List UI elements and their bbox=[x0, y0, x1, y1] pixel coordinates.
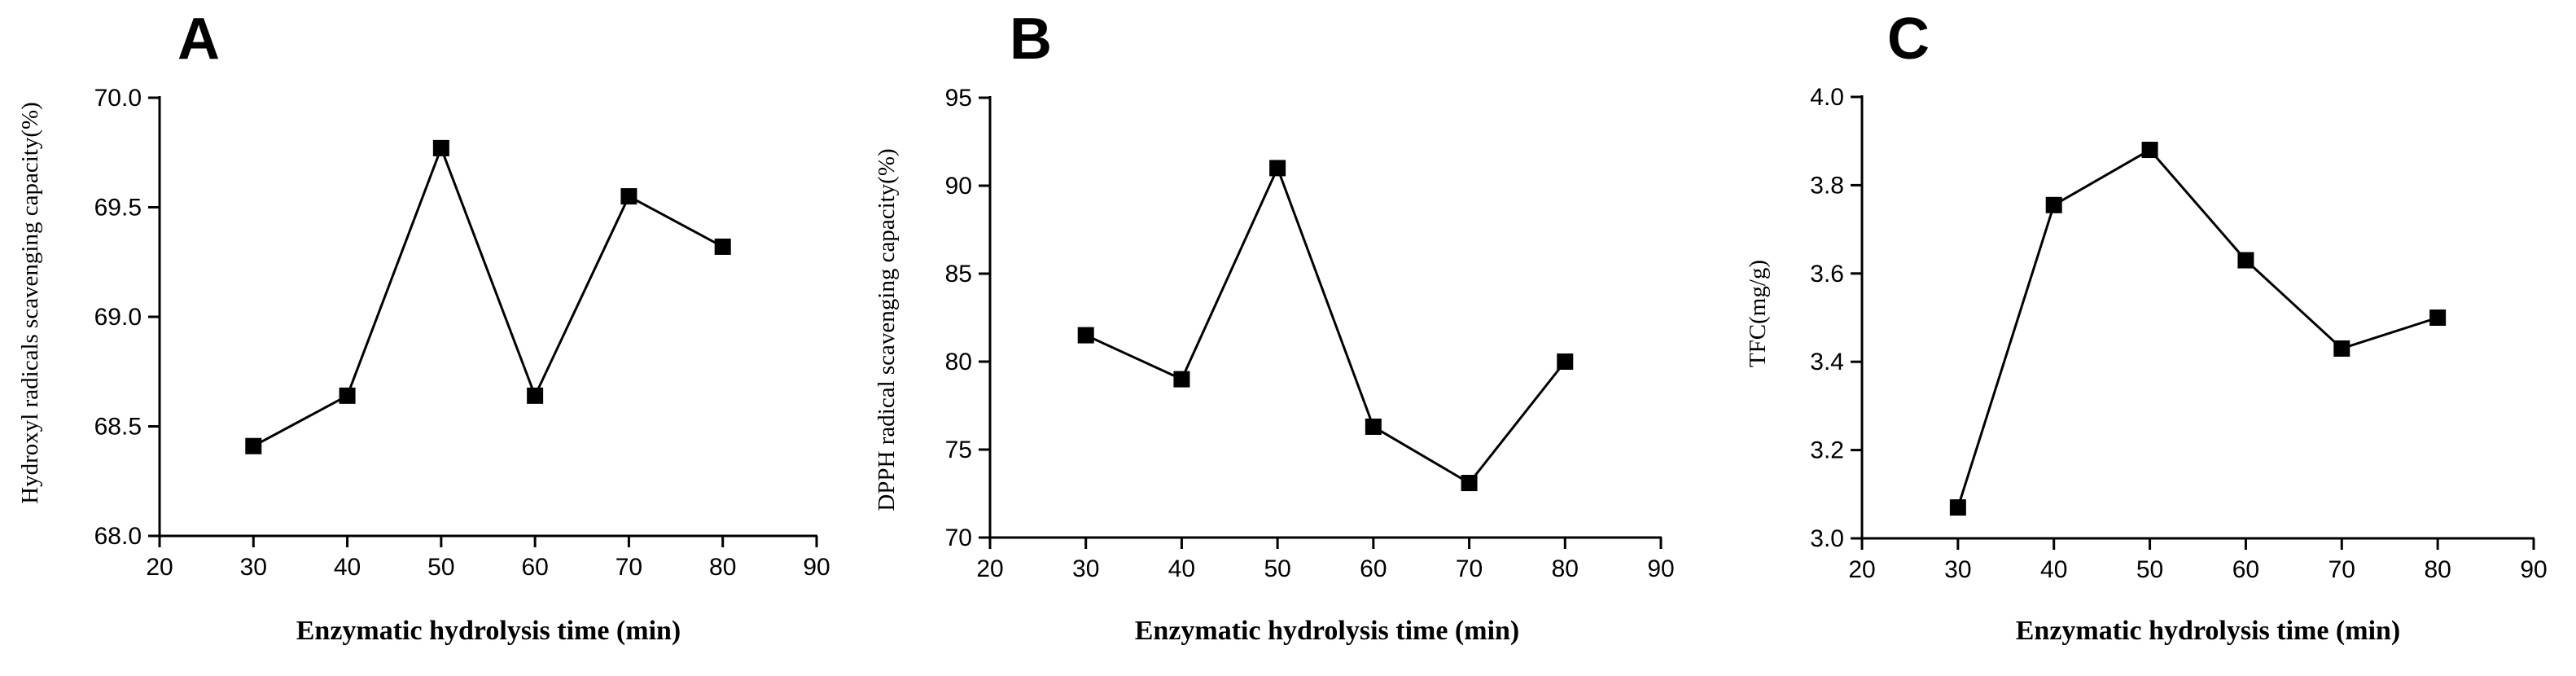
panel-a-letter: A bbox=[177, 7, 220, 72]
panel-b-x-tick-label: 70 bbox=[1456, 555, 1483, 582]
panel-c: C TFC(mg/g) Enzymatic hydrolysis time (m… bbox=[1745, 7, 2548, 646]
panel-b-x-tick-label: 80 bbox=[1552, 555, 1579, 582]
panel-a-x-tick-label: 80 bbox=[709, 554, 736, 581]
panel-a-x-tick-label: 70 bbox=[616, 554, 642, 581]
panel-a-x-tick-label: 60 bbox=[521, 554, 548, 581]
panel-a-series-line bbox=[252, 144, 724, 448]
panel-a-data-point bbox=[432, 139, 449, 156]
panel-c-y-tick-label: 3.0 bbox=[1810, 525, 1844, 552]
panel-c-y-tick-label: 3.4 bbox=[1810, 349, 1844, 375]
panel-c-x-tick-label: 90 bbox=[2520, 556, 2547, 583]
panel-b-data-point bbox=[1077, 327, 1094, 344]
panel-c-data-point bbox=[1949, 499, 1966, 516]
panel-b-data-point bbox=[1269, 160, 1286, 177]
panel-a-y-axis-label: Hydroxyl radicals scavenging capacity(%) bbox=[17, 102, 43, 504]
panel-a-x-tick-label: 90 bbox=[803, 554, 830, 581]
panel-c-data-point bbox=[2237, 252, 2254, 269]
panel-b-marks bbox=[1077, 160, 1574, 492]
panel-a-y-tick-label: 69.0 bbox=[94, 304, 142, 331]
panel-c-x-tick-label: 60 bbox=[2232, 556, 2259, 583]
panel-c-x-tick-label: 20 bbox=[1848, 556, 1875, 583]
panel-a-y-tick-label: 68.0 bbox=[94, 523, 142, 550]
panel-a-data-point bbox=[527, 387, 544, 404]
panel-a: A Hydroxyl radicals scavenging capacity(… bbox=[17, 7, 830, 646]
panel-b-x-tick-label: 50 bbox=[1264, 555, 1290, 582]
panel-b-y-axis-label: DPPH radical scavenging capacity(%) bbox=[874, 148, 900, 511]
panel-c-data-point bbox=[2429, 309, 2447, 326]
panel-c-y-axis-label: TFC(mg/g) bbox=[1745, 260, 1771, 367]
panel-b-data-point bbox=[1461, 475, 1478, 492]
panel-a-axes: 68.0 68.5 69.0 69.5 70.0 20 30 40 50 60 70 80 90 bbox=[94, 85, 830, 581]
panel-a-y-tick-label: 69.5 bbox=[94, 195, 142, 222]
panel-b-x-tick-label: 60 bbox=[1360, 555, 1387, 582]
panel-b-data-point bbox=[1557, 353, 1574, 370]
panel-b-y-tick-label: 95 bbox=[945, 85, 972, 112]
panel-a-data-point bbox=[339, 387, 356, 404]
panel-c-data-point bbox=[2045, 196, 2062, 213]
panel-a-x-tick-label: 40 bbox=[334, 554, 361, 581]
panel-b-x-tick-label: 90 bbox=[1647, 555, 1674, 582]
panel-b-y-tick-label: 90 bbox=[945, 173, 972, 200]
panel-a-data-point bbox=[620, 188, 637, 205]
panel-c-letter: C bbox=[1887, 7, 1930, 72]
panel-a-y-tick-label: 70.0 bbox=[94, 85, 142, 112]
panel-a-x-tick-label: 20 bbox=[146, 554, 173, 581]
panel-b-series-line bbox=[1085, 165, 1566, 485]
panel-c-y-tick-label: 4.0 bbox=[1810, 84, 1844, 111]
panel-c-marks bbox=[1949, 142, 2447, 516]
panel-b-data-point bbox=[1173, 371, 1190, 388]
panel-c-x-tick-label: 50 bbox=[2136, 556, 2163, 583]
panel-a-data-point bbox=[245, 437, 262, 454]
panel-b-y-tick-label: 75 bbox=[945, 437, 972, 463]
panel-c-data-point bbox=[2141, 142, 2158, 159]
panel-c-y-tick-label: 3.8 bbox=[1810, 172, 1844, 199]
panel-a-x-tick-label: 30 bbox=[240, 554, 267, 581]
panel-c-x-axis-label: Enzymatic hydrolysis time (min) bbox=[2016, 616, 2401, 646]
panel-b-letter: B bbox=[1010, 7, 1052, 72]
panel-b-x-tick-label: 30 bbox=[1072, 555, 1099, 582]
panel-a-data-point bbox=[714, 238, 731, 255]
panel-c-y-tick-label: 3.6 bbox=[1810, 261, 1844, 288]
panel-c-data-point bbox=[2333, 340, 2350, 357]
panel-b-y-tick-label: 85 bbox=[945, 261, 972, 288]
panel-c-y-tick-label: 3.2 bbox=[1810, 437, 1844, 464]
panel-c-axes: 3.0 3.2 3.4 3.6 3.8 4.0 20 30 40 50 60 70 80 90 bbox=[1810, 84, 2547, 583]
panel-b-axes: 70 75 80 85 90 95 20 30 40 50 60 70 80 90 bbox=[945, 85, 1675, 582]
panel-a-x-tick-label: 50 bbox=[427, 554, 454, 581]
panel-b-x-tick-label: 40 bbox=[1168, 555, 1195, 582]
panel-b-data-point bbox=[1365, 418, 1382, 435]
panel-c-x-tick-label: 80 bbox=[2424, 556, 2451, 583]
panel-c-series-line bbox=[1956, 148, 2438, 508]
panel-b: B DPPH radical scavenging capacity(%) En… bbox=[874, 7, 1675, 646]
panel-c-x-tick-label: 30 bbox=[1944, 556, 1971, 583]
panel-b-x-tick-label: 20 bbox=[976, 555, 1003, 582]
panel-b-x-axis-label: Enzymatic hydrolysis time (min) bbox=[1135, 616, 1520, 646]
panel-b-y-tick-label: 80 bbox=[945, 349, 972, 375]
panel-b-y-tick-label: 70 bbox=[945, 525, 972, 551]
panel-c-x-tick-label: 40 bbox=[2040, 556, 2067, 583]
panel-c-x-tick-label: 70 bbox=[2328, 556, 2355, 583]
panel-a-y-tick-label: 68.5 bbox=[94, 414, 142, 441]
panel-a-marks bbox=[245, 139, 731, 454]
panel-a-x-axis-label: Enzymatic hydrolysis time (min) bbox=[296, 616, 681, 646]
